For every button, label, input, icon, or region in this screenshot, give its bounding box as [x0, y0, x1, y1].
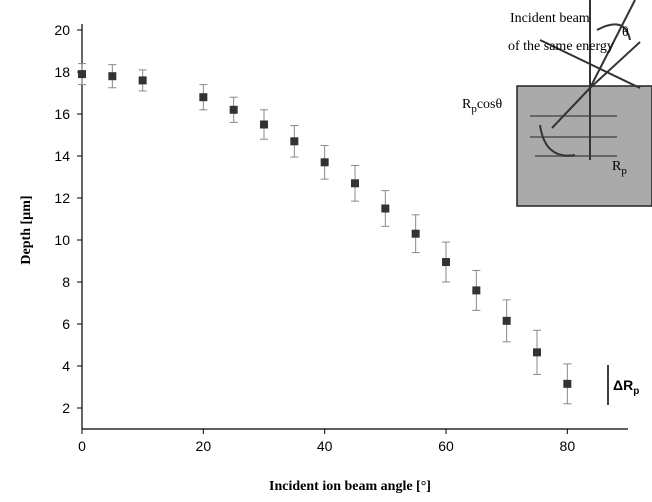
x-tick-label: 40	[317, 438, 333, 454]
y-tick-label: 16	[54, 106, 70, 122]
x-axis-label: Incident ion beam angle [°]	[269, 479, 431, 494]
point	[351, 179, 359, 188]
y-tick-label: 4	[62, 358, 70, 374]
delta-label: ΔRp	[613, 377, 639, 397]
point	[502, 316, 511, 325]
y-tick-label: 12	[54, 190, 70, 206]
point	[320, 158, 329, 167]
y-tick-label: 18	[54, 64, 70, 80]
point	[260, 120, 268, 129]
point	[563, 379, 572, 388]
x-tick-label: 60	[438, 438, 454, 454]
point	[290, 137, 299, 146]
point	[472, 286, 481, 295]
y-tick-label: 6	[62, 316, 70, 332]
y-tick-label: 8	[62, 274, 70, 290]
inset-box	[516, 85, 652, 207]
point	[381, 204, 390, 213]
inset-text: of the same energy	[508, 39, 614, 54]
point	[108, 72, 117, 81]
point	[411, 229, 420, 238]
x-tick-label: 20	[196, 438, 212, 454]
range-label: Rp	[612, 159, 627, 177]
inset-text: Incident beam	[510, 11, 590, 26]
y-tick-label: 14	[54, 148, 70, 164]
point	[138, 76, 147, 85]
inset-lines	[530, 115, 617, 157]
theta: θ	[622, 25, 629, 40]
point	[229, 105, 238, 114]
y-axis-label: Depth [µm]	[19, 195, 34, 264]
point	[442, 258, 450, 267]
point	[199, 93, 208, 102]
y-tick-label: 20	[54, 22, 70, 38]
y-tick-label: 10	[54, 232, 70, 248]
point	[78, 70, 86, 79]
inset-beams	[539, 0, 641, 160]
proj-label: Rpcosθ	[462, 97, 503, 115]
x-tick-label: 0	[78, 438, 86, 454]
x-tick-label: 80	[560, 438, 576, 454]
y-tick-label: 2	[62, 400, 70, 416]
point	[533, 348, 541, 357]
